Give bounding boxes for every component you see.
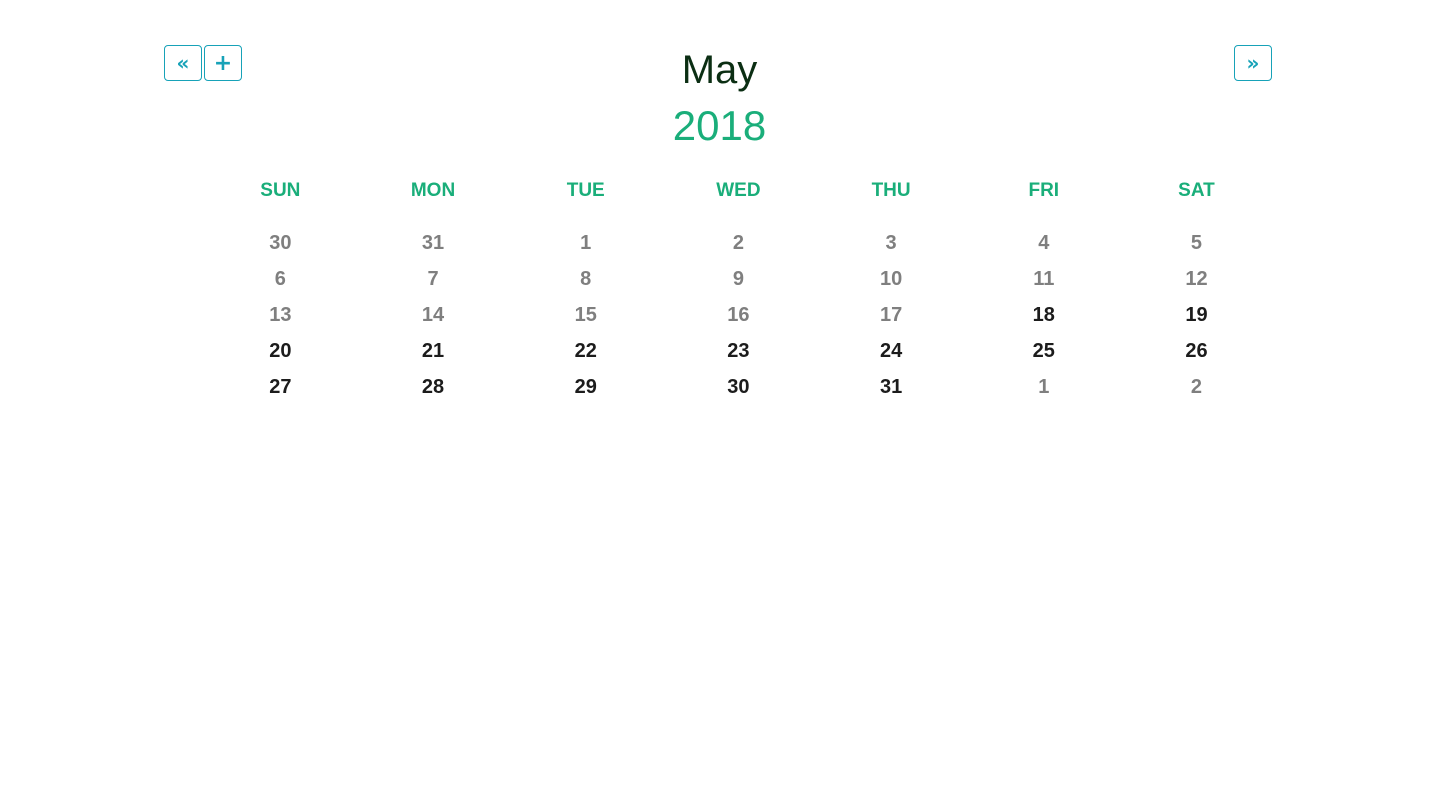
weekday-wed: WED [716, 180, 761, 201]
day-cell[interactable]: 26 [1185, 340, 1208, 362]
day-cell[interactable]: 14 [421, 304, 445, 326]
day-cell[interactable]: 1 [1038, 376, 1050, 398]
weekday-sat: SAT [1178, 180, 1215, 201]
day-cell[interactable]: 2 [732, 232, 744, 254]
day-cell[interactable]: 8 [580, 268, 592, 290]
weekday-header-row: SUN MON TUE WED THU FRI SAT [204, 178, 1273, 204]
weekday-tue: TUE [566, 180, 605, 201]
day-cell[interactable]: 16 [727, 304, 750, 326]
weekday-fri: FRI [1028, 180, 1060, 201]
day-cell[interactable]: 11 [1033, 268, 1055, 290]
year-title: 2018 [672, 102, 767, 149]
day-cell[interactable]: 23 [727, 340, 750, 362]
week-row: 13 14 15 16 17 18 19 [204, 301, 1273, 337]
day-cell[interactable]: 7 [427, 268, 439, 290]
day-cell[interactable]: 31 [879, 376, 903, 398]
day-cell[interactable]: 31 [421, 232, 445, 254]
next-month-button[interactable]: » [1234, 45, 1272, 81]
weekday-mon: MON [410, 180, 456, 201]
day-cell[interactable]: 25 [1032, 340, 1055, 362]
day-cell[interactable]: 24 [879, 340, 903, 362]
day-cell[interactable]: 12 [1185, 268, 1208, 290]
week-row: 27 28 29 30 31 1 2 [204, 373, 1273, 409]
day-cell[interactable]: 17 [879, 304, 903, 326]
day-cell[interactable]: 22 [574, 340, 597, 362]
weekday-thu: THU [871, 180, 911, 201]
day-cell[interactable]: 29 [574, 376, 597, 398]
day-cell[interactable]: 20 [269, 340, 292, 362]
day-cell[interactable]: 27 [269, 376, 292, 398]
day-cell[interactable]: 6 [274, 268, 286, 290]
day-cell[interactable]: 2 [1190, 376, 1203, 398]
day-cell[interactable]: 13 [269, 304, 292, 326]
day-cell[interactable]: 21 [421, 340, 445, 362]
day-cell[interactable]: 28 [421, 376, 445, 398]
day-cell[interactable]: 18 [1032, 304, 1055, 326]
day-cell[interactable]: 15 [574, 304, 597, 326]
day-cell[interactable]: 30 [727, 376, 750, 398]
add-event-button[interactable]: + [204, 45, 242, 81]
weekday-sun: SUN [260, 180, 301, 201]
day-cell[interactable]: 4 [1038, 232, 1050, 254]
day-cell[interactable]: 1 [580, 232, 592, 254]
day-cell[interactable]: 9 [732, 268, 744, 290]
day-cell[interactable]: 19 [1185, 304, 1208, 326]
day-cell[interactable]: 10 [879, 268, 903, 290]
day-cell[interactable]: 5 [1190, 232, 1203, 254]
day-cell[interactable]: 30 [269, 232, 292, 254]
week-row: 20 21 22 23 24 25 26 [204, 337, 1273, 373]
week-row: 6 7 8 9 10 11 12 [204, 265, 1273, 301]
week-row: 30 31 1 2 3 4 5 [204, 229, 1273, 265]
month-title: May [681, 48, 758, 92]
day-cell[interactable]: 3 [885, 232, 897, 254]
previous-month-button[interactable]: « [164, 45, 202, 81]
calendar-grid: 30 31 1 2 3 4 5 6 7 8 9 10 11 12 13 14 1… [204, 229, 1273, 409]
